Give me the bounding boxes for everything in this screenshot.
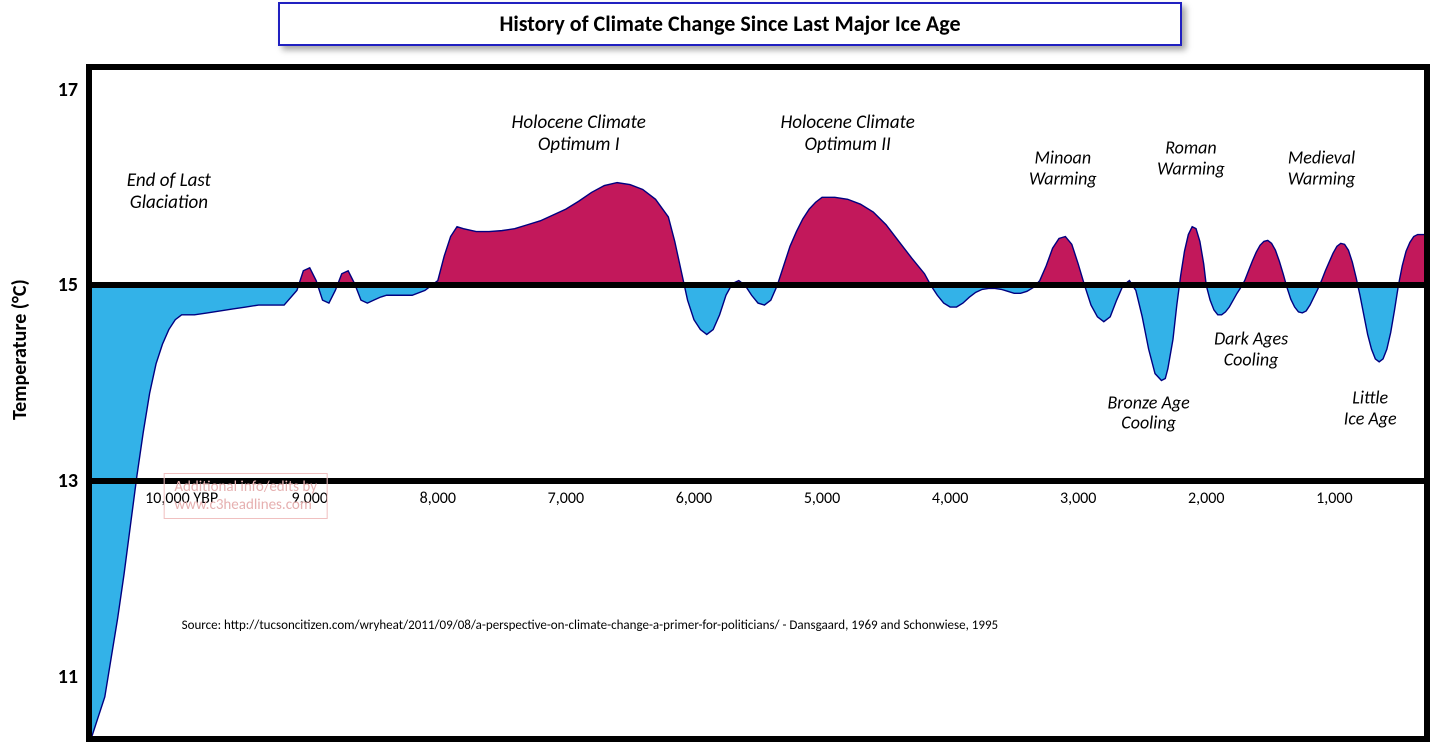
annotation: Roman Warming bbox=[1157, 137, 1225, 178]
watermark-box: Additional info/edits bywww.c3headlines.… bbox=[163, 473, 328, 519]
x-tick: 2,000 bbox=[1188, 489, 1224, 508]
watermark-line: www.c3headlines.com bbox=[174, 496, 311, 514]
annotation: Minoan Warming bbox=[1029, 147, 1097, 188]
annotation: Medieval Warming bbox=[1288, 147, 1356, 188]
x-tick: 1,000 bbox=[1316, 489, 1352, 508]
annotation: Bronze Age Cooling bbox=[1108, 392, 1190, 433]
annotation: Holocene Climate Optimum II bbox=[780, 112, 914, 156]
annotation: Little Ice Age bbox=[1344, 387, 1397, 428]
page: History of Climate Change Since Last Maj… bbox=[0, 0, 1440, 747]
chart-title: History of Climate Change Since Last Maj… bbox=[278, 2, 1182, 46]
annotation: Holocene Climate Optimum I bbox=[512, 112, 646, 156]
x-tick: 5,000 bbox=[804, 489, 840, 508]
x-tick: 7,000 bbox=[548, 489, 584, 508]
x-tick: 4,000 bbox=[932, 489, 968, 508]
y-tick: 17 bbox=[18, 78, 78, 102]
annotation: End of Last Glaciation bbox=[127, 171, 211, 215]
plot-area: 10,000 YBP9,0008,0007,0006,0005,0004,000… bbox=[86, 64, 1430, 742]
y-axis-label: Temperature (°C) bbox=[8, 279, 32, 420]
y-tick: 13 bbox=[18, 469, 78, 493]
reference-line bbox=[92, 282, 1424, 288]
source-citation: Source: http://tucsoncitizen.com/wryheat… bbox=[182, 618, 998, 633]
annotation: Dark Ages Cooling bbox=[1214, 328, 1288, 369]
x-tick: 8,000 bbox=[420, 489, 456, 508]
y-tick: 15 bbox=[18, 273, 78, 297]
x-tick: 3,000 bbox=[1060, 489, 1096, 508]
watermark-line: Additional info/edits by bbox=[174, 478, 317, 496]
x-tick: 6,000 bbox=[676, 489, 712, 508]
y-tick: 11 bbox=[18, 665, 78, 689]
